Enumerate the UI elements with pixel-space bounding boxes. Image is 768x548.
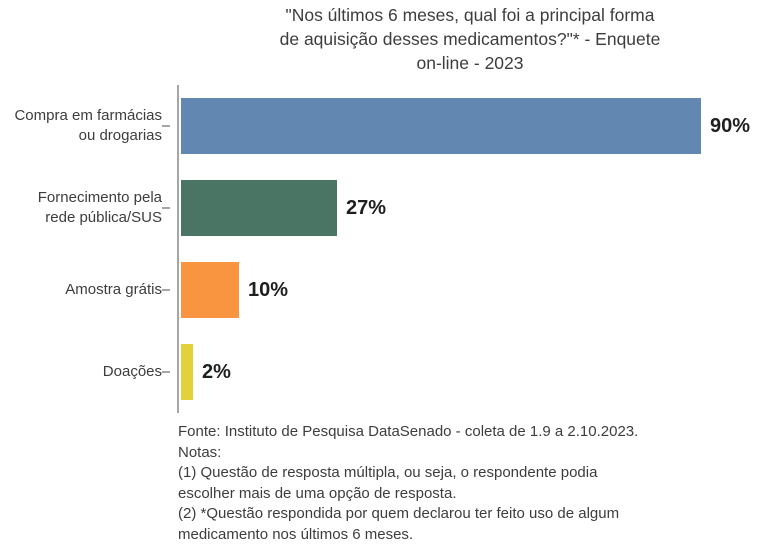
axis-tick [162, 207, 170, 209]
bar [181, 180, 337, 236]
source-note: Fonte: Instituto de Pesquisa DataSenado … [178, 423, 639, 543]
category-label: Doações [102, 362, 162, 380]
bar-zone: 90% [170, 98, 768, 154]
bar-zone: 2% [170, 344, 768, 400]
bar [181, 98, 701, 154]
plot-area: Compra em farmácias ou drogarias 90% Forne… [0, 85, 768, 413]
bar-zone: 10% [170, 262, 768, 318]
category-label: Amostra grátis [65, 280, 162, 298]
axis-tick [162, 371, 170, 373]
axis-tick [162, 125, 170, 127]
bar [181, 262, 239, 318]
bar-row: Doações 2% [0, 331, 768, 413]
category-label: Compra em farmácias ou drogarias [14, 106, 162, 144]
y-axis-line [177, 85, 179, 413]
category-label: Fornecimento pela rede pública/SUS [37, 188, 162, 226]
value-label: 10% [248, 278, 289, 301]
axis-tick [162, 289, 170, 291]
bar-row: Compra em farmácias ou drogarias 90% [0, 85, 768, 167]
bar [181, 344, 193, 400]
chart-title: "Nos últimos 6 meses, qual foi a princip… [279, 5, 661, 73]
bar-row: Amostra grátis 10% [0, 249, 768, 331]
bar-row: Fornecimento pela rede pública/SUS 27% [0, 167, 768, 249]
bar-zone: 27% [170, 180, 768, 236]
value-label: 2% [202, 360, 231, 383]
value-label: 90% [710, 114, 751, 137]
value-label: 27% [346, 196, 387, 219]
